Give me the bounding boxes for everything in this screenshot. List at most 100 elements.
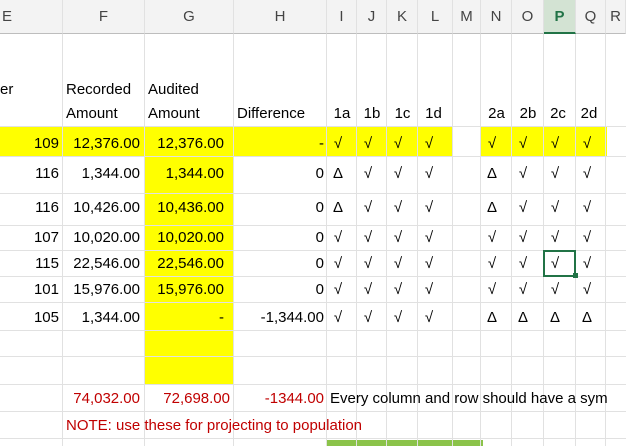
cell-2c[interactable]: √	[550, 135, 560, 152]
cell-2c[interactable]: √	[550, 229, 560, 246]
cell-recorded[interactable]: 1,344.00	[81, 309, 140, 326]
cell-1a[interactable]: √	[333, 281, 343, 298]
cell-recorded[interactable]: 10,426.00	[73, 199, 140, 216]
cell-recorded[interactable]: 12,376.00	[73, 135, 140, 152]
cell-e[interactable]: 115	[35, 255, 59, 272]
cell-2c[interactable]: √	[550, 199, 560, 216]
cell-1a[interactable]: √	[333, 135, 343, 152]
cell-audited[interactable]: 15,976.00	[157, 281, 224, 298]
column-header-m[interactable]: M	[453, 0, 481, 34]
cell-2b[interactable]: √	[518, 281, 528, 298]
cell-1d[interactable]: √	[424, 281, 434, 298]
cell-1d[interactable]: √	[424, 255, 434, 272]
cell-1b[interactable]: √	[363, 309, 373, 326]
cell-e[interactable]: 109	[33, 135, 59, 152]
cell-audited[interactable]: 10,436.00	[157, 199, 224, 216]
cell-1b[interactable]: √	[363, 165, 373, 182]
cell-2d[interactable]: √	[582, 135, 592, 152]
cell-1a[interactable]: √	[333, 229, 343, 246]
cell-2a[interactable]: √	[487, 229, 497, 246]
fill-handle[interactable]	[573, 273, 578, 278]
cell-2a[interactable]: √	[487, 135, 497, 152]
cell-difference[interactable]: 0	[315, 199, 324, 216]
cell-difference[interactable]: -	[319, 135, 324, 152]
cell-1d[interactable]: √	[424, 309, 434, 326]
cell-audited[interactable]: 10,020.00	[157, 229, 224, 246]
cell-2b[interactable]: √	[518, 135, 528, 152]
cell-recorded[interactable]: 15,976.00	[73, 281, 140, 298]
cell-e[interactable]: 107	[33, 229, 59, 246]
cell-1c[interactable]: √	[393, 255, 403, 272]
cell-1c[interactable]: √	[393, 135, 403, 152]
cell-difference[interactable]: 0	[315, 281, 324, 298]
cell-1b[interactable]: √	[363, 199, 373, 216]
cell-1c[interactable]: √	[393, 229, 403, 246]
cell-difference[interactable]: 0	[315, 229, 324, 246]
cell-1b[interactable]: √	[363, 255, 373, 272]
cell-1b[interactable]: √	[363, 229, 373, 246]
cell-2a[interactable]: √	[487, 281, 497, 298]
cell-1b[interactable]: √	[363, 135, 373, 152]
cell-2b[interactable]: √	[518, 165, 528, 182]
cell-2a[interactable]: Δ	[486, 309, 498, 326]
cell-2c[interactable]: √	[550, 281, 560, 298]
cell-2d[interactable]: √	[582, 255, 592, 272]
cell-1a[interactable]: √	[333, 255, 343, 272]
cell-2a[interactable]: √	[487, 255, 497, 272]
cell-2c[interactable]: √	[550, 255, 560, 272]
cell-e[interactable]: 116	[35, 199, 59, 216]
cell-audited[interactable]: 1,344.00	[165, 165, 224, 182]
cell-2d[interactable]: Δ	[581, 309, 593, 326]
column-header-j[interactable]: J	[357, 0, 387, 34]
column-header-n[interactable]: N	[481, 0, 512, 34]
column-header-h[interactable]: H	[234, 0, 327, 34]
cell-1c[interactable]: √	[393, 165, 403, 182]
column-header-e[interactable]: E	[0, 0, 63, 34]
column-header-p[interactable]: P	[544, 0, 576, 34]
cell-2a[interactable]: Δ	[486, 199, 498, 216]
cell-e[interactable]: 101	[33, 281, 59, 298]
cell-recorded[interactable]: 22,546.00	[73, 255, 140, 272]
cell-2c[interactable]: √	[550, 165, 560, 182]
cell-2a[interactable]: Δ	[486, 165, 498, 182]
cell-audited[interactable]: 12,376.00	[157, 135, 224, 152]
cell-1b[interactable]: √	[363, 281, 373, 298]
cell-2b[interactable]: √	[518, 199, 528, 216]
cell-2d[interactable]: √	[582, 199, 592, 216]
cell-1c[interactable]: √	[393, 309, 403, 326]
cell-difference[interactable]: 0	[315, 255, 324, 272]
cell-audited[interactable]: -	[219, 309, 224, 326]
cell-2d[interactable]: √	[582, 281, 592, 298]
cell-1c[interactable]: √	[393, 281, 403, 298]
column-header-g[interactable]: G	[145, 0, 234, 34]
cell-1d[interactable]: √	[424, 229, 434, 246]
column-header-i[interactable]: I	[327, 0, 357, 34]
column-header-l[interactable]: L	[418, 0, 453, 34]
cell-2b[interactable]: √	[518, 229, 528, 246]
cell-difference[interactable]: -1,344.00	[260, 309, 324, 326]
column-header-q[interactable]: Q	[576, 0, 606, 34]
cell-1a[interactable]: Δ	[332, 165, 344, 182]
cell-1d[interactable]: √	[424, 165, 434, 182]
active-cell-selection[interactable]	[543, 250, 576, 277]
cell-1a[interactable]: Δ	[332, 199, 344, 216]
column-header-r[interactable]: R	[606, 0, 626, 34]
cell-recorded[interactable]: 1,344.00	[81, 165, 140, 182]
cell-1c[interactable]: √	[393, 199, 403, 216]
cell-2b[interactable]: √	[518, 255, 528, 272]
cell-1d[interactable]: √	[424, 135, 434, 152]
cell-audited[interactable]: 22,546.00	[157, 255, 224, 272]
cell-2d[interactable]: √	[582, 229, 592, 246]
column-header-f[interactable]: F	[63, 0, 145, 34]
cell-2b[interactable]: Δ	[517, 309, 529, 326]
cell-2d[interactable]: √	[582, 165, 592, 182]
cell-2c[interactable]: Δ	[549, 309, 561, 326]
cell-1d[interactable]: √	[424, 199, 434, 216]
cell-e[interactable]: 105	[33, 309, 59, 326]
cell-1a[interactable]: √	[333, 309, 343, 326]
cell-difference[interactable]: 0	[315, 165, 324, 182]
column-header-o[interactable]: O	[512, 0, 544, 34]
cell-recorded[interactable]: 10,020.00	[73, 229, 140, 246]
cell-e[interactable]: 116	[35, 165, 59, 182]
column-header-k[interactable]: K	[387, 0, 418, 34]
